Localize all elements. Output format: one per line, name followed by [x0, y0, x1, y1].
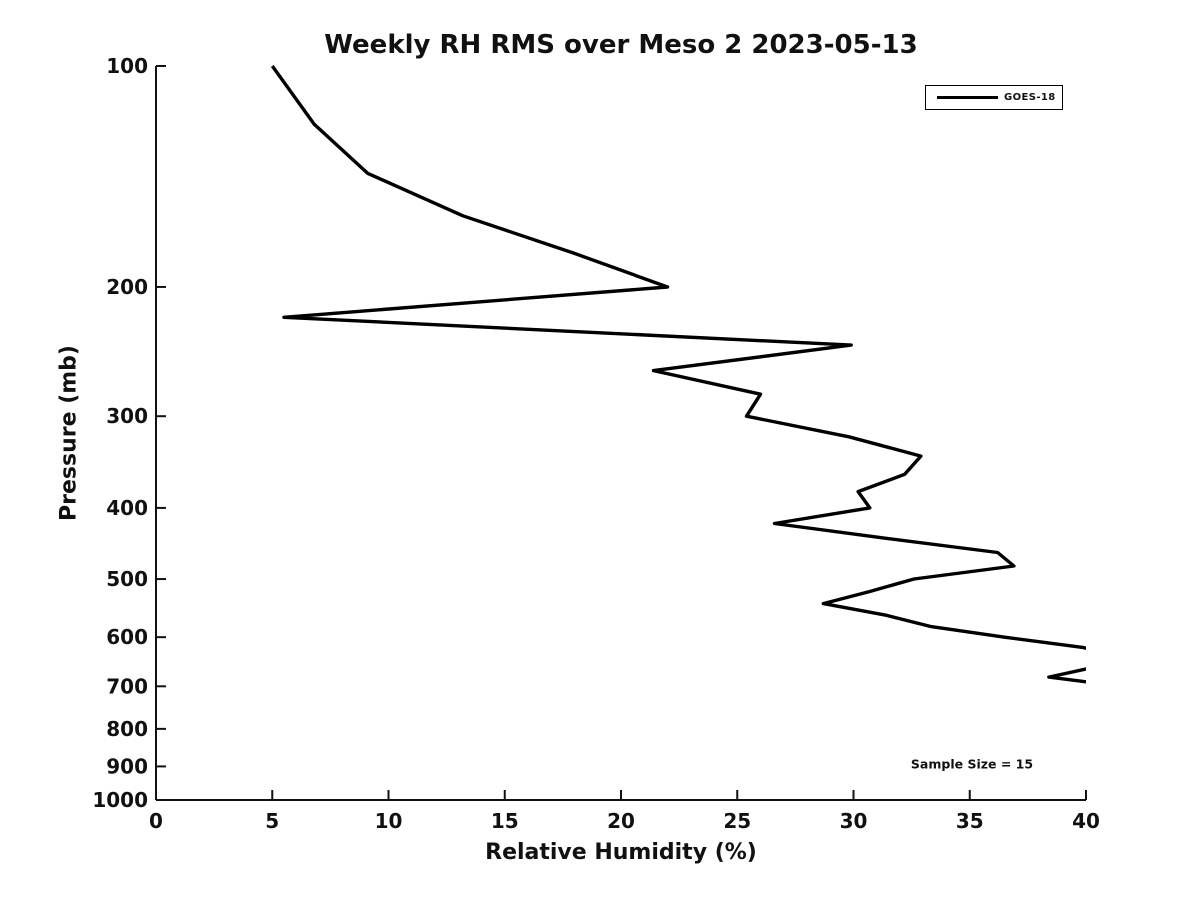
y-tick-label: 600: [106, 625, 148, 649]
x-tick-label: 25: [723, 809, 751, 833]
sample-size-annotation: Sample Size = 15: [910, 756, 1034, 772]
x-tick-label: 30: [840, 809, 868, 833]
x-tick-label: 15: [491, 809, 519, 833]
legend-label: GOES-18: [1004, 92, 1056, 103]
y-tick-label: 100: [106, 54, 148, 78]
chart-title: Weekly RH RMS over Meso 2 2023-05-13: [324, 30, 918, 60]
x-tick-label: 20: [607, 809, 635, 833]
y-tick-label: 900: [106, 754, 148, 778]
y-tick-label: 400: [106, 496, 148, 520]
goes18-data-line: [270, 65, 1086, 684]
x-tick-label: 35: [956, 809, 984, 833]
x-tick-label: 5: [265, 809, 279, 833]
y-tick-label: 500: [106, 567, 148, 591]
x-tick-label: 0: [149, 809, 163, 833]
x-tick-label: 40: [1072, 809, 1100, 833]
y-tick-label: 800: [106, 717, 148, 741]
y-tick-label: 700: [106, 674, 148, 698]
y-tick-label: 200: [106, 275, 148, 299]
legend: GOES-18: [925, 85, 1063, 110]
legend-line-swatch: [937, 96, 998, 99]
y-axis-label: Pressure (mb): [56, 345, 82, 521]
y-tick-label: 1000: [92, 788, 148, 812]
x-tick-label: 10: [375, 809, 403, 833]
x-axis-label: Relative Humidity (%): [485, 840, 757, 865]
y-tick-label: 300: [106, 404, 148, 428]
